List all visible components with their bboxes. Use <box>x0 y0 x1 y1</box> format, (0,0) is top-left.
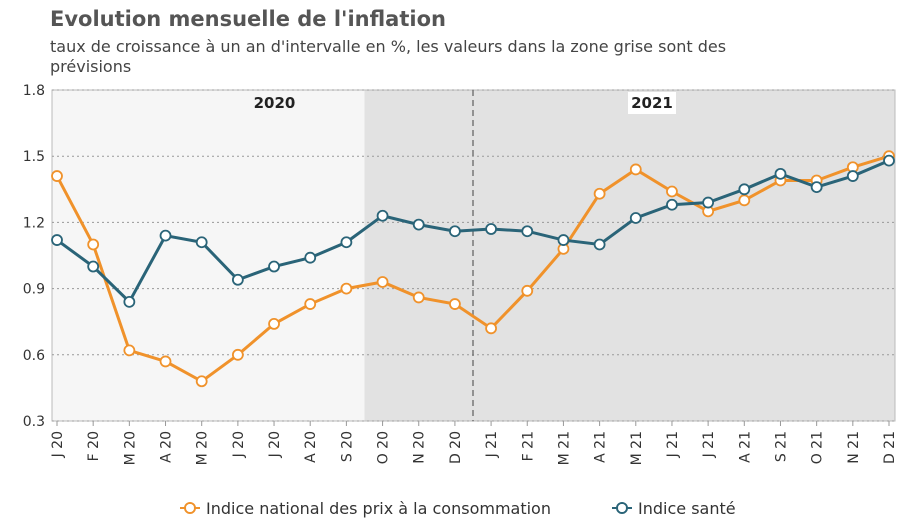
data-point <box>449 225 461 238</box>
y-tick-label: 0.9 <box>23 282 45 298</box>
x-tick-label: O 21 <box>810 431 826 464</box>
data-point <box>774 167 787 180</box>
x-tick-label: A 20 <box>159 431 175 463</box>
data-point <box>159 355 172 368</box>
x-tick-label: D 20 <box>448 431 464 464</box>
data-point <box>412 218 425 231</box>
legend-marker-dot <box>186 504 194 512</box>
x-tick-label: F 20 <box>86 431 102 461</box>
data-point <box>593 187 606 200</box>
x-tick-label: F 21 <box>520 431 536 461</box>
data-point <box>376 209 389 222</box>
x-tick-label: S 21 <box>773 431 789 462</box>
data-point <box>449 298 461 310</box>
data-point <box>412 291 425 304</box>
year-label: 2021 <box>631 94 673 112</box>
data-point <box>485 322 497 335</box>
chart-title: Evolution mensuelle de l'inflation <box>50 7 446 31</box>
x-tick-label: M 21 <box>556 431 572 465</box>
data-point <box>231 273 244 286</box>
x-tick-label: O 20 <box>376 431 392 464</box>
x-tick-label: J 20 <box>50 431 66 458</box>
data-point <box>593 238 606 251</box>
data-point <box>738 183 751 196</box>
x-tick-label: N 20 <box>412 431 428 464</box>
y-tick-label: 0.3 <box>23 414 45 430</box>
x-tick-label: J 21 <box>484 431 500 458</box>
data-point <box>485 223 497 235</box>
data-point <box>51 234 63 246</box>
data-point <box>521 284 534 297</box>
x-tick-label: J 21 <box>701 431 717 458</box>
data-point <box>195 375 208 388</box>
data-point <box>87 238 100 251</box>
x-tick-label: J 20 <box>231 431 247 458</box>
data-point <box>231 348 244 361</box>
data-point <box>340 282 353 295</box>
data-point <box>883 154 895 167</box>
data-point <box>666 185 678 198</box>
data-point <box>810 181 823 193</box>
x-tick-label: M 20 <box>122 431 138 465</box>
data-point <box>702 196 715 209</box>
data-point <box>268 260 280 273</box>
data-point <box>557 234 570 246</box>
year-label: 2020 <box>254 94 296 112</box>
data-point <box>340 236 353 249</box>
x-tick-label: A 21 <box>737 431 753 463</box>
y-tick-label: 1.5 <box>23 149 45 165</box>
legend-marker-dot <box>618 504 626 512</box>
data-point <box>123 295 136 308</box>
x-tick-label: D 21 <box>882 431 897 464</box>
x-tick-label: S 20 <box>339 431 355 462</box>
x-tick-label: J 21 <box>665 431 681 458</box>
data-point <box>304 251 317 264</box>
data-point <box>159 229 172 242</box>
y-tick-label: 1.8 <box>23 83 45 99</box>
series-line <box>56 159 890 305</box>
forecast-zone <box>364 90 895 421</box>
data-point <box>738 194 751 207</box>
data-point <box>51 170 63 182</box>
data-point <box>304 298 317 310</box>
y-tick-label: 1.2 <box>23 215 45 231</box>
data-point <box>123 344 136 357</box>
legend-label: Indice santé <box>638 499 736 518</box>
x-tick-label: A 21 <box>593 431 609 463</box>
x-tick-label: N 21 <box>846 431 862 464</box>
data-point <box>268 318 280 330</box>
series-line <box>55 154 890 384</box>
chart-subtitle: taux de croissance à un an d'intervalle … <box>50 37 726 76</box>
x-tick-label: M 21 <box>629 431 645 465</box>
y-tick-label: 0.6 <box>23 348 45 364</box>
data-point <box>195 236 208 249</box>
data-point <box>629 212 642 224</box>
data-point <box>87 260 100 273</box>
legend-label: Indice national des prix à la consommati… <box>206 499 551 518</box>
year-label-bg <box>628 92 676 114</box>
data-point <box>376 276 389 288</box>
data-point <box>846 170 859 182</box>
data-point <box>666 198 678 211</box>
x-tick-label: M 20 <box>195 431 211 465</box>
data-point <box>521 225 534 238</box>
x-tick-label: A 20 <box>303 431 319 463</box>
data-point <box>629 163 642 176</box>
x-tick-label: J 20 <box>267 431 283 458</box>
